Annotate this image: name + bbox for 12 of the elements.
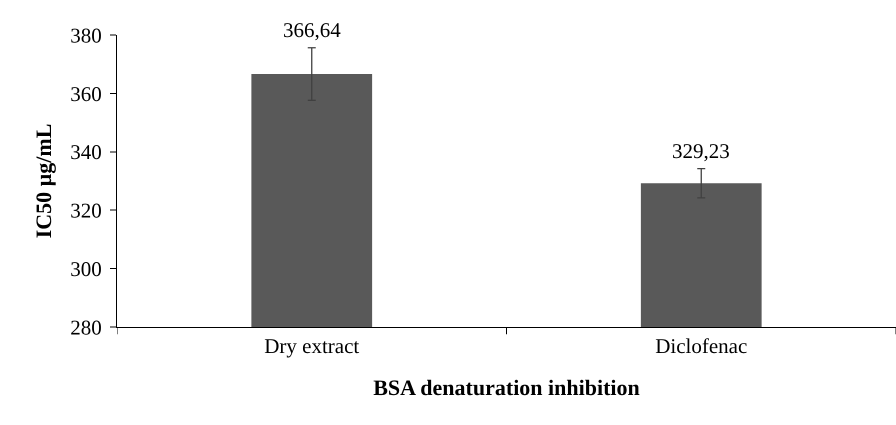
y-tick-label: 280 [70,315,102,340]
y-tick-label: 380 [70,23,102,48]
y-tick-label: 360 [70,82,102,106]
data-label: 329,23 [672,139,730,163]
y-tick-label: 300 [70,256,102,281]
y-tick-label: 340 [70,140,102,164]
y-tick-label: 320 [70,198,102,223]
y-axis-title: IC50 µg/mL [31,124,56,238]
x-tick-label: Diclofenac [655,334,748,358]
x-axis-title: BSA denaturation inhibition [373,375,640,400]
x-tick-label: Dry extract [264,334,360,358]
data-label: 366,64 [283,18,342,42]
